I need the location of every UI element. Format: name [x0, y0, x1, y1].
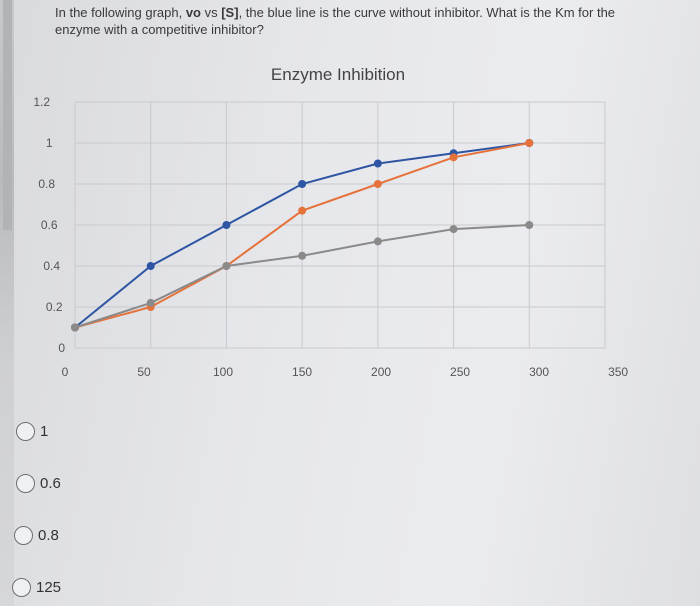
chart-title: Enzyme Inhibition: [271, 65, 405, 84]
option-0.8[interactable]: 0.8: [14, 526, 59, 545]
y-tick-label: 0.2: [46, 300, 63, 314]
question-part-2: vs: [200, 5, 222, 20]
radio-button[interactable]: [16, 422, 35, 441]
data-point: [146, 298, 155, 307]
chart-grid: [74, 101, 606, 349]
data-point: [525, 139, 534, 147]
x-tick-labels: 0 50 100 150 200 250 300 350: [62, 365, 629, 379]
option-label: 1: [40, 423, 49, 440]
option-125[interactable]: 125: [12, 578, 61, 597]
x-tick-label: 200: [371, 365, 391, 379]
question-part-3: , the blue line is the curve without inh…: [55, 5, 616, 37]
data-point: [298, 251, 307, 260]
series-points: [71, 139, 534, 332]
option-1[interactable]: 1: [16, 422, 48, 441]
x-tick-label: 50: [137, 365, 151, 379]
data-point: [373, 180, 382, 188]
y-tick-label: 0: [58, 341, 65, 355]
option-label: 0.6: [40, 475, 61, 492]
question-bold-vo: vo: [185, 5, 201, 20]
radio-button[interactable]: [14, 526, 33, 545]
data-point: [222, 262, 231, 270]
question-part-1: In the following graph,: [55, 5, 186, 20]
data-point: [373, 237, 382, 246]
y-tick-label: 0.4: [43, 259, 60, 273]
x-tick-label: 250: [450, 365, 470, 379]
data-point: [449, 225, 458, 234]
enzyme-inhibition-chart: Enzyme Inhibition 0 0.2 0.4 0.6 0.8 1 1.2 0 50 1…: [33, 65, 629, 379]
data-point: [298, 206, 307, 215]
y-tick-label: 0.6: [41, 218, 58, 232]
data-point: [146, 262, 155, 270]
data-point: [298, 180, 307, 188]
option-0.6[interactable]: 0.6: [16, 474, 61, 493]
y-tick-label: 1: [46, 136, 53, 150]
y-tick-label: 1.2: [33, 95, 50, 109]
side-scroll-bar: [3, 0, 12, 230]
option-label: 0.8: [38, 527, 59, 544]
data-point: [71, 323, 79, 332]
y-tick-labels: 0 0.2 0.4 0.6 0.8 1 1.2: [33, 95, 65, 355]
radio-button[interactable]: [12, 578, 31, 597]
x-tick-label: 100: [213, 365, 233, 379]
x-tick-label: 300: [529, 365, 549, 379]
data-point: [222, 221, 231, 229]
x-tick-label: 150: [292, 365, 312, 379]
data-point: [525, 221, 534, 229]
question-text: In the following graph, vo vs [S], the b…: [55, 4, 655, 38]
x-tick-label: 0: [62, 365, 69, 379]
data-point: [449, 153, 458, 162]
question-bold-s: [S]: [221, 5, 239, 20]
option-label: 125: [36, 579, 62, 596]
side-strip: [0, 0, 14, 606]
data-point: [373, 159, 382, 168]
radio-button[interactable]: [16, 474, 35, 493]
x-tick-label: 350: [608, 365, 628, 379]
y-tick-label: 0.8: [38, 177, 55, 191]
